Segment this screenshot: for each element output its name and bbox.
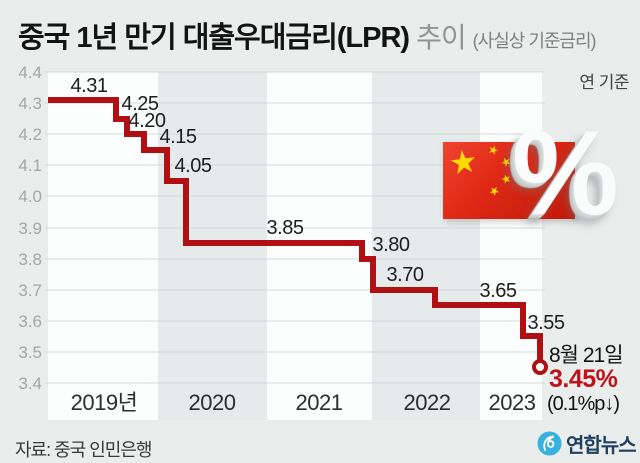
band-2023: [480, 72, 542, 420]
x-label-2022: 2022: [404, 390, 451, 415]
value-label: 3.65: [480, 280, 517, 302]
x-label-2019: 2019년: [71, 390, 138, 415]
annotation-rate: 3.45%: [549, 365, 618, 393]
value-label: 4.31: [71, 75, 108, 97]
y-tick: 3.4: [18, 374, 42, 393]
value-label: 4.05: [175, 155, 212, 177]
y-tick: 3.6: [18, 312, 42, 331]
annotation-change: (0.1%p↓): [547, 393, 619, 415]
value-label: 4.25: [122, 93, 159, 115]
y-tick: 4.3: [18, 94, 42, 113]
y-tick: 3.9: [18, 219, 42, 238]
y-tick: 4.1: [18, 156, 42, 175]
page-title: 중국 1년 만기 대출우대금리(LPR) 추이 (사실상 기준금리): [18, 14, 597, 56]
title-note: (사실상 기준금리): [472, 31, 597, 51]
title-sub: 추이: [416, 22, 467, 53]
y-tick: 3.8: [18, 250, 42, 269]
y-tick: 4.4: [18, 63, 42, 82]
value-label: 3.85: [267, 217, 304, 239]
value-label: 3.80: [373, 234, 410, 256]
lpr-step-line: [48, 97, 543, 360]
title-main: 중국 1년 만기 대출우대금리(LPR): [18, 22, 410, 54]
yonhap-logo-icon: [537, 431, 562, 456]
x-label-2020: 2020: [189, 390, 236, 415]
value-label: 3.70: [387, 264, 424, 286]
band-2019: [48, 72, 158, 420]
flag-big-star-icon: ★: [446, 142, 481, 182]
percent-3d-icon: %: [512, 106, 619, 240]
value-label: 4.20: [129, 110, 166, 132]
last-point-annotation: 8월 21일 3.45% (0.1%p↓): [547, 344, 624, 415]
y-axis: 4.4 4.3 4.2 4.1 4.0 3.9 3.8 3.7 3.6 3.5 …: [18, 63, 42, 393]
china-flag: ★ ★ ★ ★ ★: [443, 141, 575, 219]
y-tick: 3.5: [18, 343, 42, 362]
value-labels: 4.31 4.25 4.20 4.15 4.05 3.85 3.80 3.70 …: [71, 75, 566, 334]
y-tick: 4.2: [18, 125, 42, 144]
band-2022: [372, 72, 480, 420]
last-point-marker: [532, 359, 548, 375]
source-credit: 자료: 중국 인민은행: [15, 440, 152, 460]
unit-basis-label: 연 기준: [579, 73, 629, 92]
x-label-2023: 2023: [489, 390, 536, 415]
flag-small-star-icon: ★: [486, 182, 503, 200]
annotation-date: 8월 21일: [549, 344, 623, 367]
x-label-2021: 2021: [296, 390, 343, 415]
flag-small-star-icon: ★: [485, 141, 501, 159]
value-label: 3.55: [528, 312, 565, 334]
x-axis: 2019년 2020 2021 2022 2023: [71, 390, 537, 415]
yonhap-logo: 연합뉴스: [537, 429, 637, 458]
y-tick: 3.7: [18, 281, 42, 300]
value-label: 4.15: [160, 126, 197, 148]
y-tick: 4.0: [18, 187, 42, 206]
yonhap-logo-text: 연합뉴스: [566, 435, 637, 457]
